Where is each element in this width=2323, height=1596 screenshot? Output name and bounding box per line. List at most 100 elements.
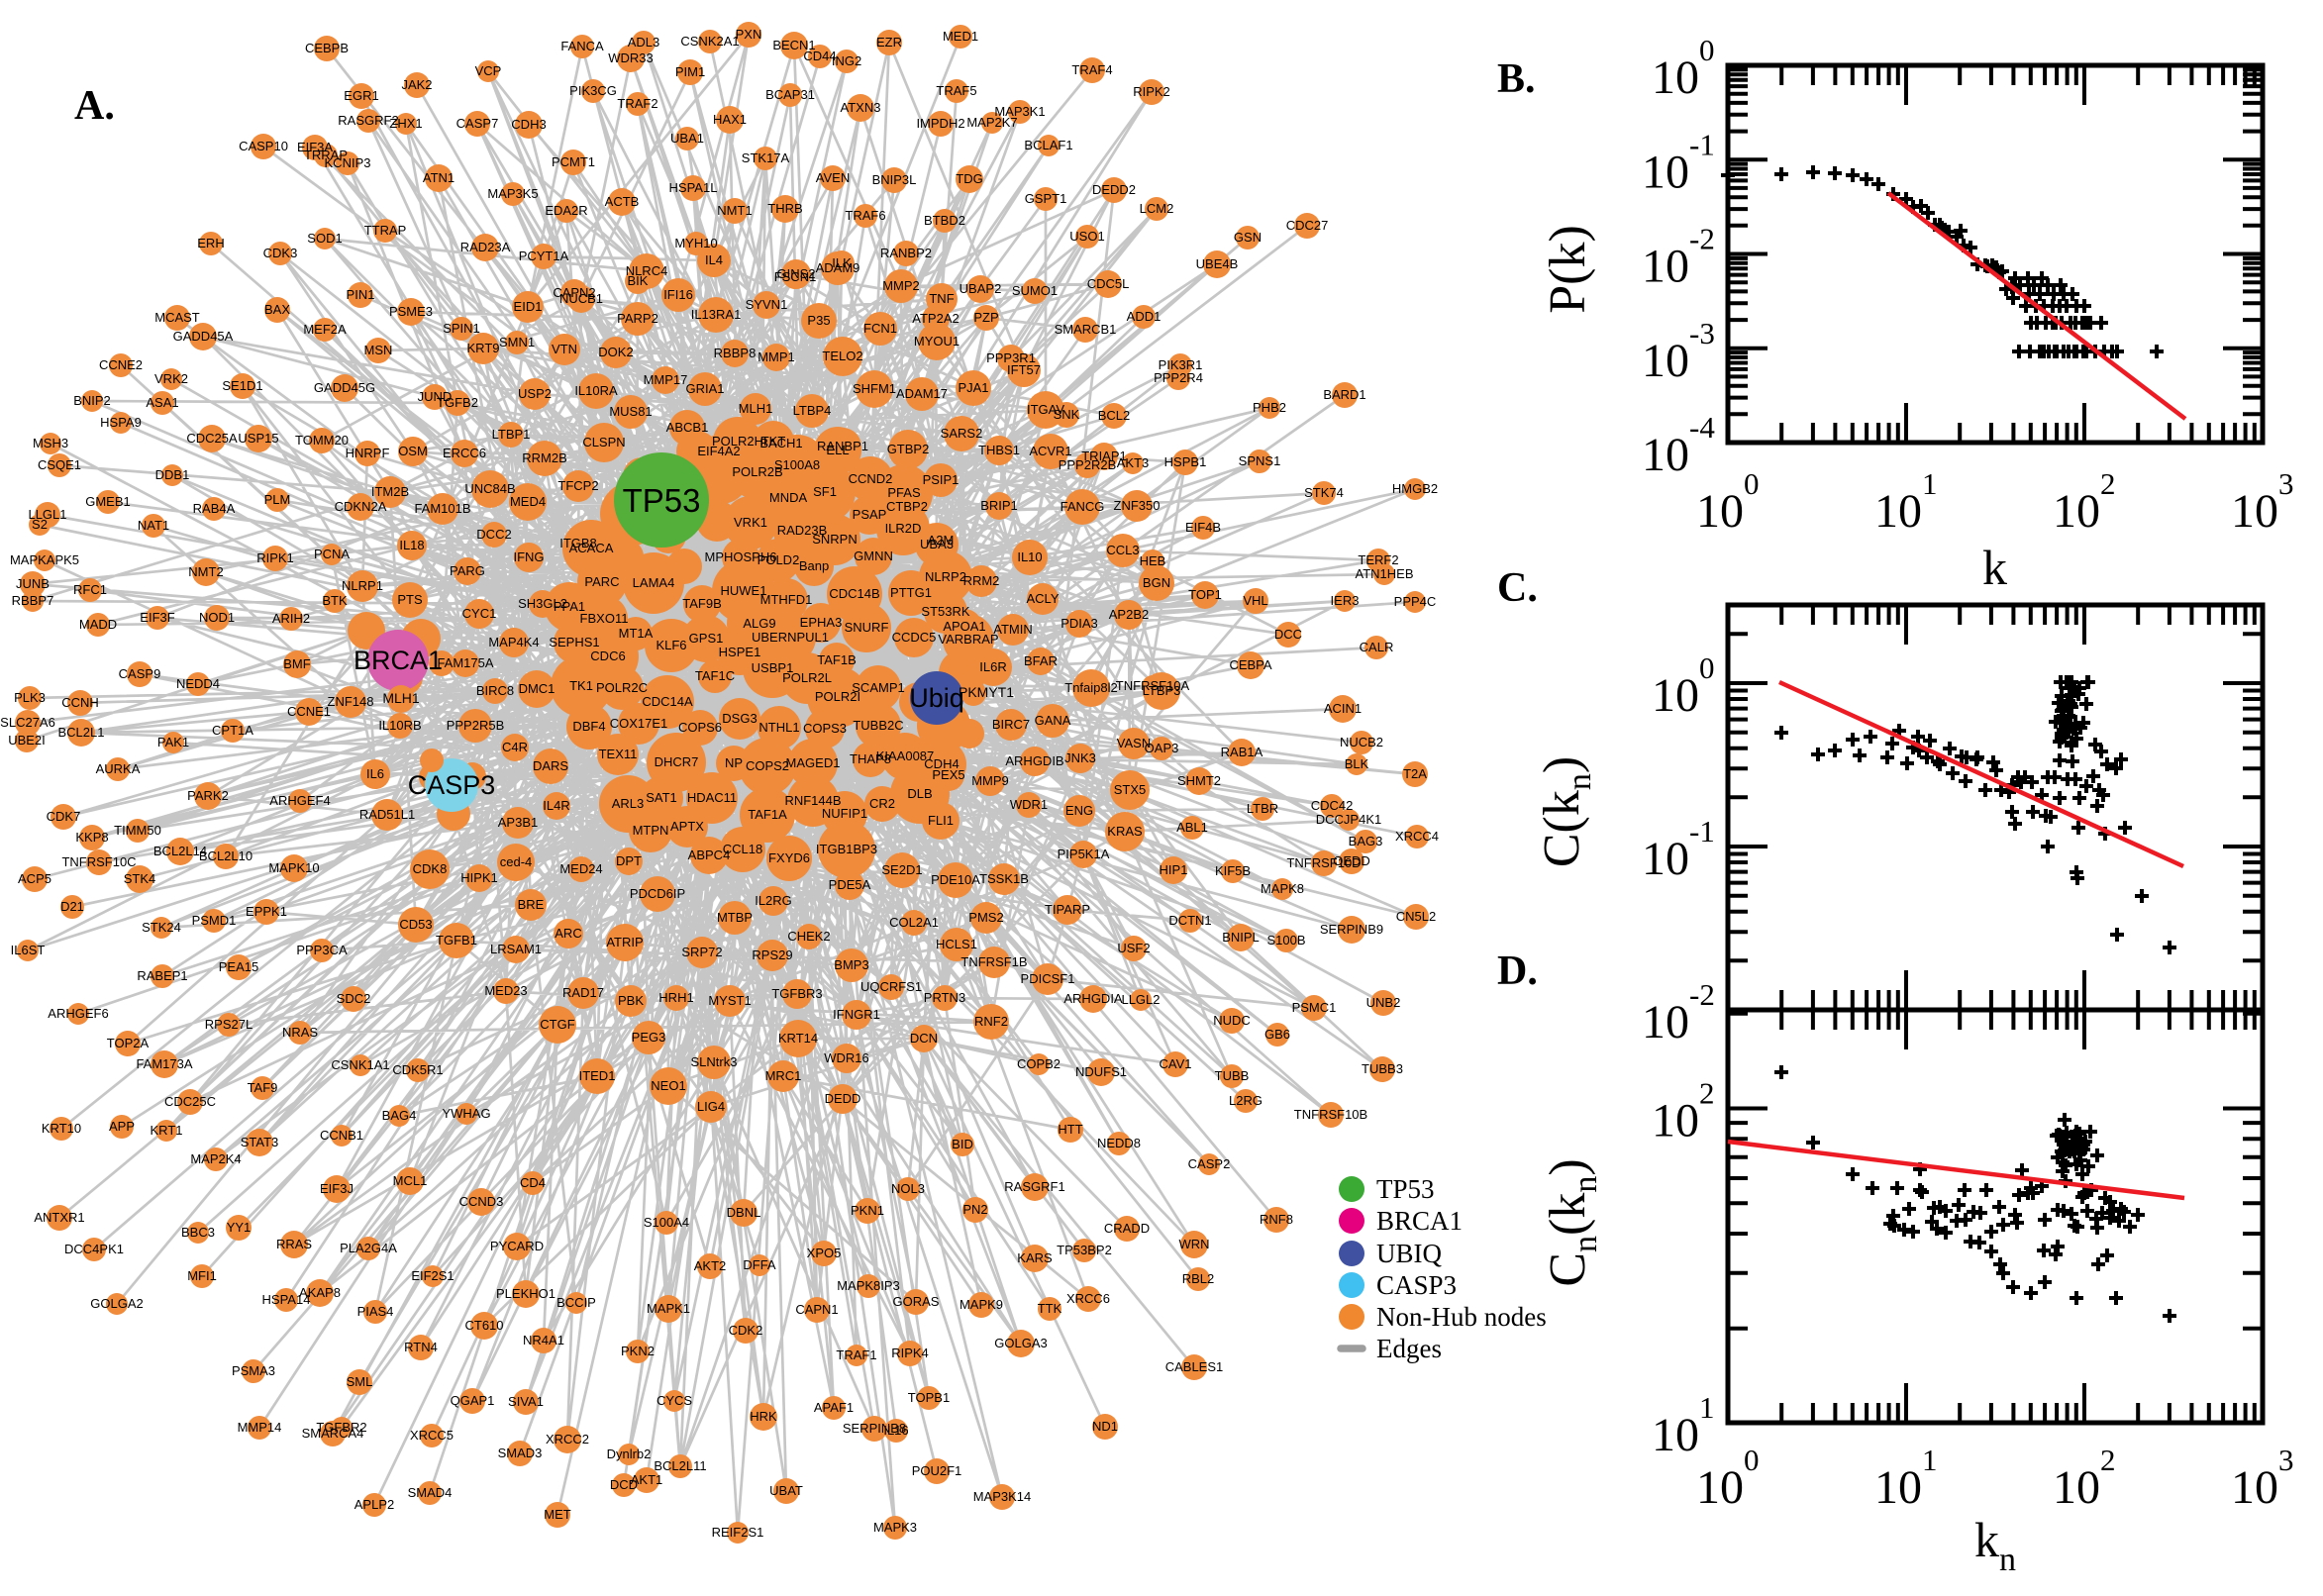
svg-text:PEX5: PEX5 [932,767,964,782]
svg-text:USP2: USP2 [518,386,552,401]
svg-text:POLD2: POLD2 [758,552,800,567]
svg-text:ERCC6: ERCC6 [443,446,486,460]
svg-text:NLRP2: NLRP2 [925,569,966,584]
svg-text:TOP2A: TOP2A [107,1036,150,1050]
svg-text:PDE5A: PDE5A [829,877,871,892]
svg-text:S100B: S100B [1266,933,1305,948]
svg-text:MMP17: MMP17 [644,372,688,387]
svg-text:TOP1: TOP1 [1188,587,1222,602]
svg-text:VRK2: VRK2 [154,371,188,386]
svg-text:GTBP2: GTBP2 [887,442,930,456]
svg-text:SMN1: SMN1 [499,335,535,349]
svg-text:RRAS: RRAS [276,1237,312,1251]
svg-text:HCLS1: HCLS1 [936,937,977,951]
svg-text:BAG3: BAG3 [1349,834,1383,848]
svg-text:JNK3: JNK3 [1064,750,1096,765]
svg-text:FANCG: FANCG [1060,499,1105,514]
svg-text:k: k [1982,540,2007,595]
svg-text:SF1: SF1 [813,484,837,499]
svg-text:CDC14A: CDC14A [642,694,693,709]
svg-text:CCL3: CCL3 [1106,543,1139,557]
svg-text:CASP7: CASP7 [456,116,499,131]
svg-text:KRT10: KRT10 [42,1121,81,1136]
svg-text:JUND: JUND [418,389,453,404]
svg-text:SERPINB8: SERPINB8 [843,1421,906,1436]
svg-text:PDE10A: PDE10A [931,872,980,887]
svg-text:SML: SML [347,1374,373,1389]
svg-text:SARS2: SARS2 [941,426,983,441]
svg-text:NLRP1: NLRP1 [342,578,383,593]
svg-text:USF2: USF2 [1117,941,1150,955]
svg-text:AURKA: AURKA [96,761,141,776]
svg-text:MRC1: MRC1 [765,1068,802,1083]
svg-text:ATMIN: ATMIN [993,622,1032,637]
svg-text:TUBB: TUBB [1215,1068,1250,1083]
svg-text:MTBP: MTBP [717,910,753,925]
svg-text:MAGED1: MAGED1 [786,755,841,770]
svg-text:TNFRSF10B: TNFRSF10B [1294,1107,1367,1122]
svg-text:UBE4B: UBE4B [1196,256,1239,271]
svg-text:CAV1: CAV1 [1160,1056,1192,1071]
svg-text:AKT1: AKT1 [631,1472,663,1487]
svg-text:RNF8: RNF8 [1260,1212,1293,1227]
svg-text:SCAMP1: SCAMP1 [852,680,904,695]
svg-text:HSPA14: HSPA14 [262,1292,311,1307]
svg-text:YWHAG: YWHAG [442,1106,490,1121]
svg-text:THAP8: THAP8 [850,751,891,766]
svg-text:PARP2: PARP2 [617,311,658,326]
svg-text:DCC4PK1: DCC4PK1 [64,1242,124,1256]
svg-text:PTS: PTS [397,592,423,607]
svg-text:JAK2: JAK2 [401,77,432,92]
svg-text:MSH3: MSH3 [33,436,68,450]
svg-text:SMARCA4: SMARCA4 [302,1426,364,1441]
svg-text:BCL2: BCL2 [1098,408,1131,423]
svg-text:CASP10: CASP10 [239,139,288,153]
svg-text:PXN: PXN [736,27,762,42]
svg-text:Tnfaip8l2: Tnfaip8l2 [1064,680,1117,695]
svg-text:DLB: DLB [907,786,932,801]
svg-text:GSPT1: GSPT1 [1025,191,1067,206]
svg-text:CYC1: CYC1 [462,606,497,621]
svg-text:BRCA1: BRCA1 [1376,1206,1463,1236]
svg-text:MUS81: MUS81 [609,404,652,419]
svg-text:MED1: MED1 [943,29,978,44]
svg-text:ACTB: ACTB [605,194,640,209]
svg-text:RNF2: RNF2 [974,1014,1008,1029]
svg-text:NP: NP [725,755,743,770]
svg-text:UBAT: UBAT [769,1483,803,1498]
svg-text:PN2: PN2 [962,1202,987,1217]
svg-text:GOLGA3: GOLGA3 [994,1336,1047,1350]
svg-text:CCL18: CCL18 [723,842,762,856]
svg-text:FBXO11: FBXO11 [580,611,629,626]
svg-text:SLNtrk3: SLNtrk3 [691,1054,738,1069]
svg-text:PIN1: PIN1 [347,287,375,302]
svg-text:APOA1: APOA1 [943,619,985,634]
svg-text:Dynlrb2: Dynlrb2 [607,1446,652,1461]
svg-text:IFNG: IFNG [513,549,544,564]
svg-text:MADD: MADD [79,617,117,632]
svg-text:TUBB3: TUBB3 [1362,1061,1403,1076]
svg-text:DCC: DCC [1274,627,1302,642]
svg-text:GADD45A: GADD45A [173,329,234,344]
svg-text:SNURF: SNURF [845,620,889,635]
svg-text:P(k): P(k) [1540,225,1596,314]
svg-text:OSM: OSM [398,444,428,458]
svg-text:RPS29: RPS29 [752,948,792,962]
svg-text:GRIA1: GRIA1 [685,381,724,396]
svg-text:ADL3: ADL3 [628,35,660,50]
svg-text:ACLY: ACLY [1027,591,1060,606]
svg-text:NUCB2: NUCB2 [1340,735,1383,749]
svg-text:IFNGR1: IFNGR1 [833,1007,880,1022]
svg-text:TRAF2: TRAF2 [617,96,657,111]
svg-text:MTHFD1: MTHFD1 [760,592,813,607]
svg-text:MFI1: MFI1 [187,1268,217,1283]
svg-text:BCCIP: BCCIP [556,1295,596,1310]
svg-text:RRM2B: RRM2B [522,450,567,465]
svg-text:ACP5: ACP5 [18,871,51,886]
svg-text:CCNB1: CCNB1 [320,1128,363,1143]
svg-text:POLR2H: POLR2H [712,434,763,449]
svg-text:BBC3: BBC3 [181,1225,215,1240]
svg-text:STK74: STK74 [1304,485,1344,500]
svg-text:POLR2L: POLR2L [782,670,832,685]
svg-text:HIPK1: HIPK1 [460,870,498,885]
